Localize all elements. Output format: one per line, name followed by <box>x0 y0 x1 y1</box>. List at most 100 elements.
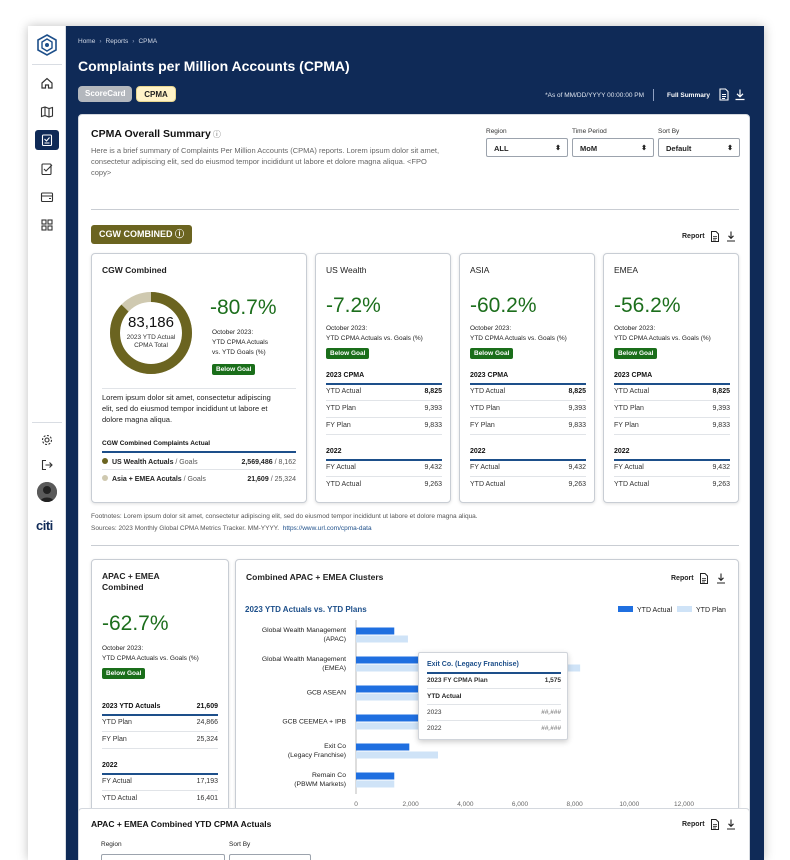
download-icon[interactable] <box>734 88 746 101</box>
region-select[interactable]: ALL ⬍ <box>486 138 568 157</box>
time-period-select-value: MoM <box>580 144 598 153</box>
report-link[interactable]: Report <box>671 575 694 582</box>
section-divider <box>470 383 586 385</box>
bar <box>356 656 422 664</box>
divider <box>102 790 218 791</box>
pct-value: -62.7% <box>102 612 169 635</box>
tab-cpma[interactable]: CPMA <box>136 86 176 102</box>
table-row: YTD Actual 9,263 <box>326 481 442 488</box>
row-value: 9,263 <box>568 481 586 488</box>
time-period-filter-label: Time Period <box>572 128 607 135</box>
sidebar-item-home[interactable] <box>35 73 59 93</box>
updown-icon: ⬍ <box>727 145 733 152</box>
download-icon[interactable] <box>726 231 736 242</box>
section-title: 2022 <box>614 448 630 455</box>
header-divider <box>653 89 654 101</box>
table-row: YTD Actual 9,263 <box>614 481 730 488</box>
section-title: 2023 YTD Actuals <box>102 703 161 710</box>
section-divider <box>102 773 218 775</box>
grid-icon <box>41 219 53 231</box>
sidebar-item-logout[interactable] <box>35 455 59 475</box>
overview-title: CPMA Overall Summary ⓘ <box>91 128 221 140</box>
table-row: YTD Plan 9,393 <box>326 405 442 412</box>
row-label: FY Plan <box>102 736 127 743</box>
x-tick-label: 0 <box>354 801 358 808</box>
table-row: FY Plan 9,833 <box>470 422 586 429</box>
home-icon <box>41 77 53 89</box>
breadcrumb-home[interactable]: Home <box>78 38 96 45</box>
breadcrumb-reports[interactable]: Reports <box>105 38 129 45</box>
report-link[interactable]: Report <box>682 821 705 828</box>
info-icon[interactable]: ⓘ <box>212 130 221 139</box>
document-icon[interactable] <box>710 819 720 830</box>
legend-label: YTD Plan <box>696 607 726 614</box>
sidebar-item-map[interactable] <box>35 102 59 122</box>
report-link[interactable]: Report <box>682 233 705 240</box>
x-tick-label: 6,000 <box>512 801 529 808</box>
tooltip-plan-row: 2023 FY CPMA Plan 1,575 <box>427 677 561 684</box>
divider <box>91 209 739 210</box>
row-label: YTD Plan <box>102 719 132 726</box>
caption-line: October 2023: <box>470 325 512 332</box>
row-value: 9,833 <box>568 422 586 429</box>
bottom-sort-select[interactable] <box>229 854 311 860</box>
row-label: YTD Actual <box>614 388 650 395</box>
row-label: FY Plan <box>470 422 495 429</box>
caption-line: October 2023: <box>326 325 368 332</box>
category-label: (EMEA) <box>322 665 346 672</box>
apac-emea-card: APAC + EMEA Combined -62.7% October 2023:… <box>91 559 229 813</box>
info-icon[interactable]: ⓘ <box>175 229 185 239</box>
sort-by-select[interactable]: Default ⬍ <box>658 138 740 157</box>
updown-icon: ⬍ <box>641 145 647 152</box>
download-icon[interactable] <box>726 819 736 830</box>
checklist-icon <box>41 163 53 176</box>
section-title: 2022 <box>470 448 486 455</box>
app-logo-icon[interactable] <box>36 34 58 56</box>
card-title-line: Combined <box>102 582 144 592</box>
row-label: FY Actual <box>470 464 500 471</box>
row-label: FY Actual <box>614 464 644 471</box>
table-row: YTD Actual 8,825 <box>614 388 730 395</box>
table-row: FY Actual 17,193 <box>102 778 218 785</box>
document-icon[interactable] <box>710 231 720 242</box>
tooltip-row-2023: 2023 ##,### <box>427 709 561 716</box>
document-icon[interactable] <box>699 573 709 584</box>
row-label: YTD Actual <box>470 388 506 395</box>
full-summary-label[interactable]: Full Summary <box>667 92 710 99</box>
sources-link[interactable]: https://www.url.com/cpma-data <box>282 525 372 532</box>
section-title: 2023 CPMA <box>614 372 653 379</box>
table-row: YTD Plan 9,393 <box>470 405 586 412</box>
row-label: YTD Actual <box>326 481 362 488</box>
overview-description: Here is a brief summary of Complaints Pe… <box>91 146 440 177</box>
legend-dot <box>102 458 108 464</box>
tab-scorecard[interactable]: ScoreCard <box>78 86 132 102</box>
table-row: FY Plan 25,324 <box>102 736 218 743</box>
legend-swatch <box>618 606 633 612</box>
bottom-region-select[interactable] <box>101 854 225 860</box>
sidebar-item-tasks[interactable] <box>35 159 59 179</box>
row-value: 17,193 <box>196 778 218 785</box>
region-select-value: ALL <box>494 144 509 153</box>
citi-logo: citi <box>36 518 53 533</box>
footnotes: Footnotes: Lorem ipsum dolor sit amet, c… <box>91 513 478 520</box>
time-period-select[interactable]: MoM ⬍ <box>572 138 654 157</box>
status-badge: Below Goal <box>614 348 658 359</box>
x-tick-label: 10,000 <box>619 801 639 808</box>
section-divider <box>614 383 730 385</box>
tooltip-row-value: ##,### <box>541 725 561 732</box>
row-value: 16,401 <box>196 795 218 802</box>
sidebar-item-wallet[interactable] <box>35 187 59 207</box>
category-label: (APAC) <box>323 636 346 643</box>
overview-title-text: CPMA Overall Summary <box>91 128 211 140</box>
download-icon[interactable] <box>716 573 726 584</box>
sidebar-item-dashboard[interactable] <box>35 215 59 235</box>
row-value: 8,825 <box>712 388 730 395</box>
sort-by-filter-label: Sort By <box>658 128 680 135</box>
tooltip-section: YTD Actual <box>427 693 462 700</box>
sidebar-item-reports[interactable] <box>35 130 59 150</box>
document-icon[interactable] <box>718 88 730 101</box>
bar <box>356 751 438 759</box>
user-avatar[interactable] <box>37 482 57 502</box>
bar <box>356 780 395 788</box>
sidebar-item-settings[interactable] <box>35 430 59 450</box>
